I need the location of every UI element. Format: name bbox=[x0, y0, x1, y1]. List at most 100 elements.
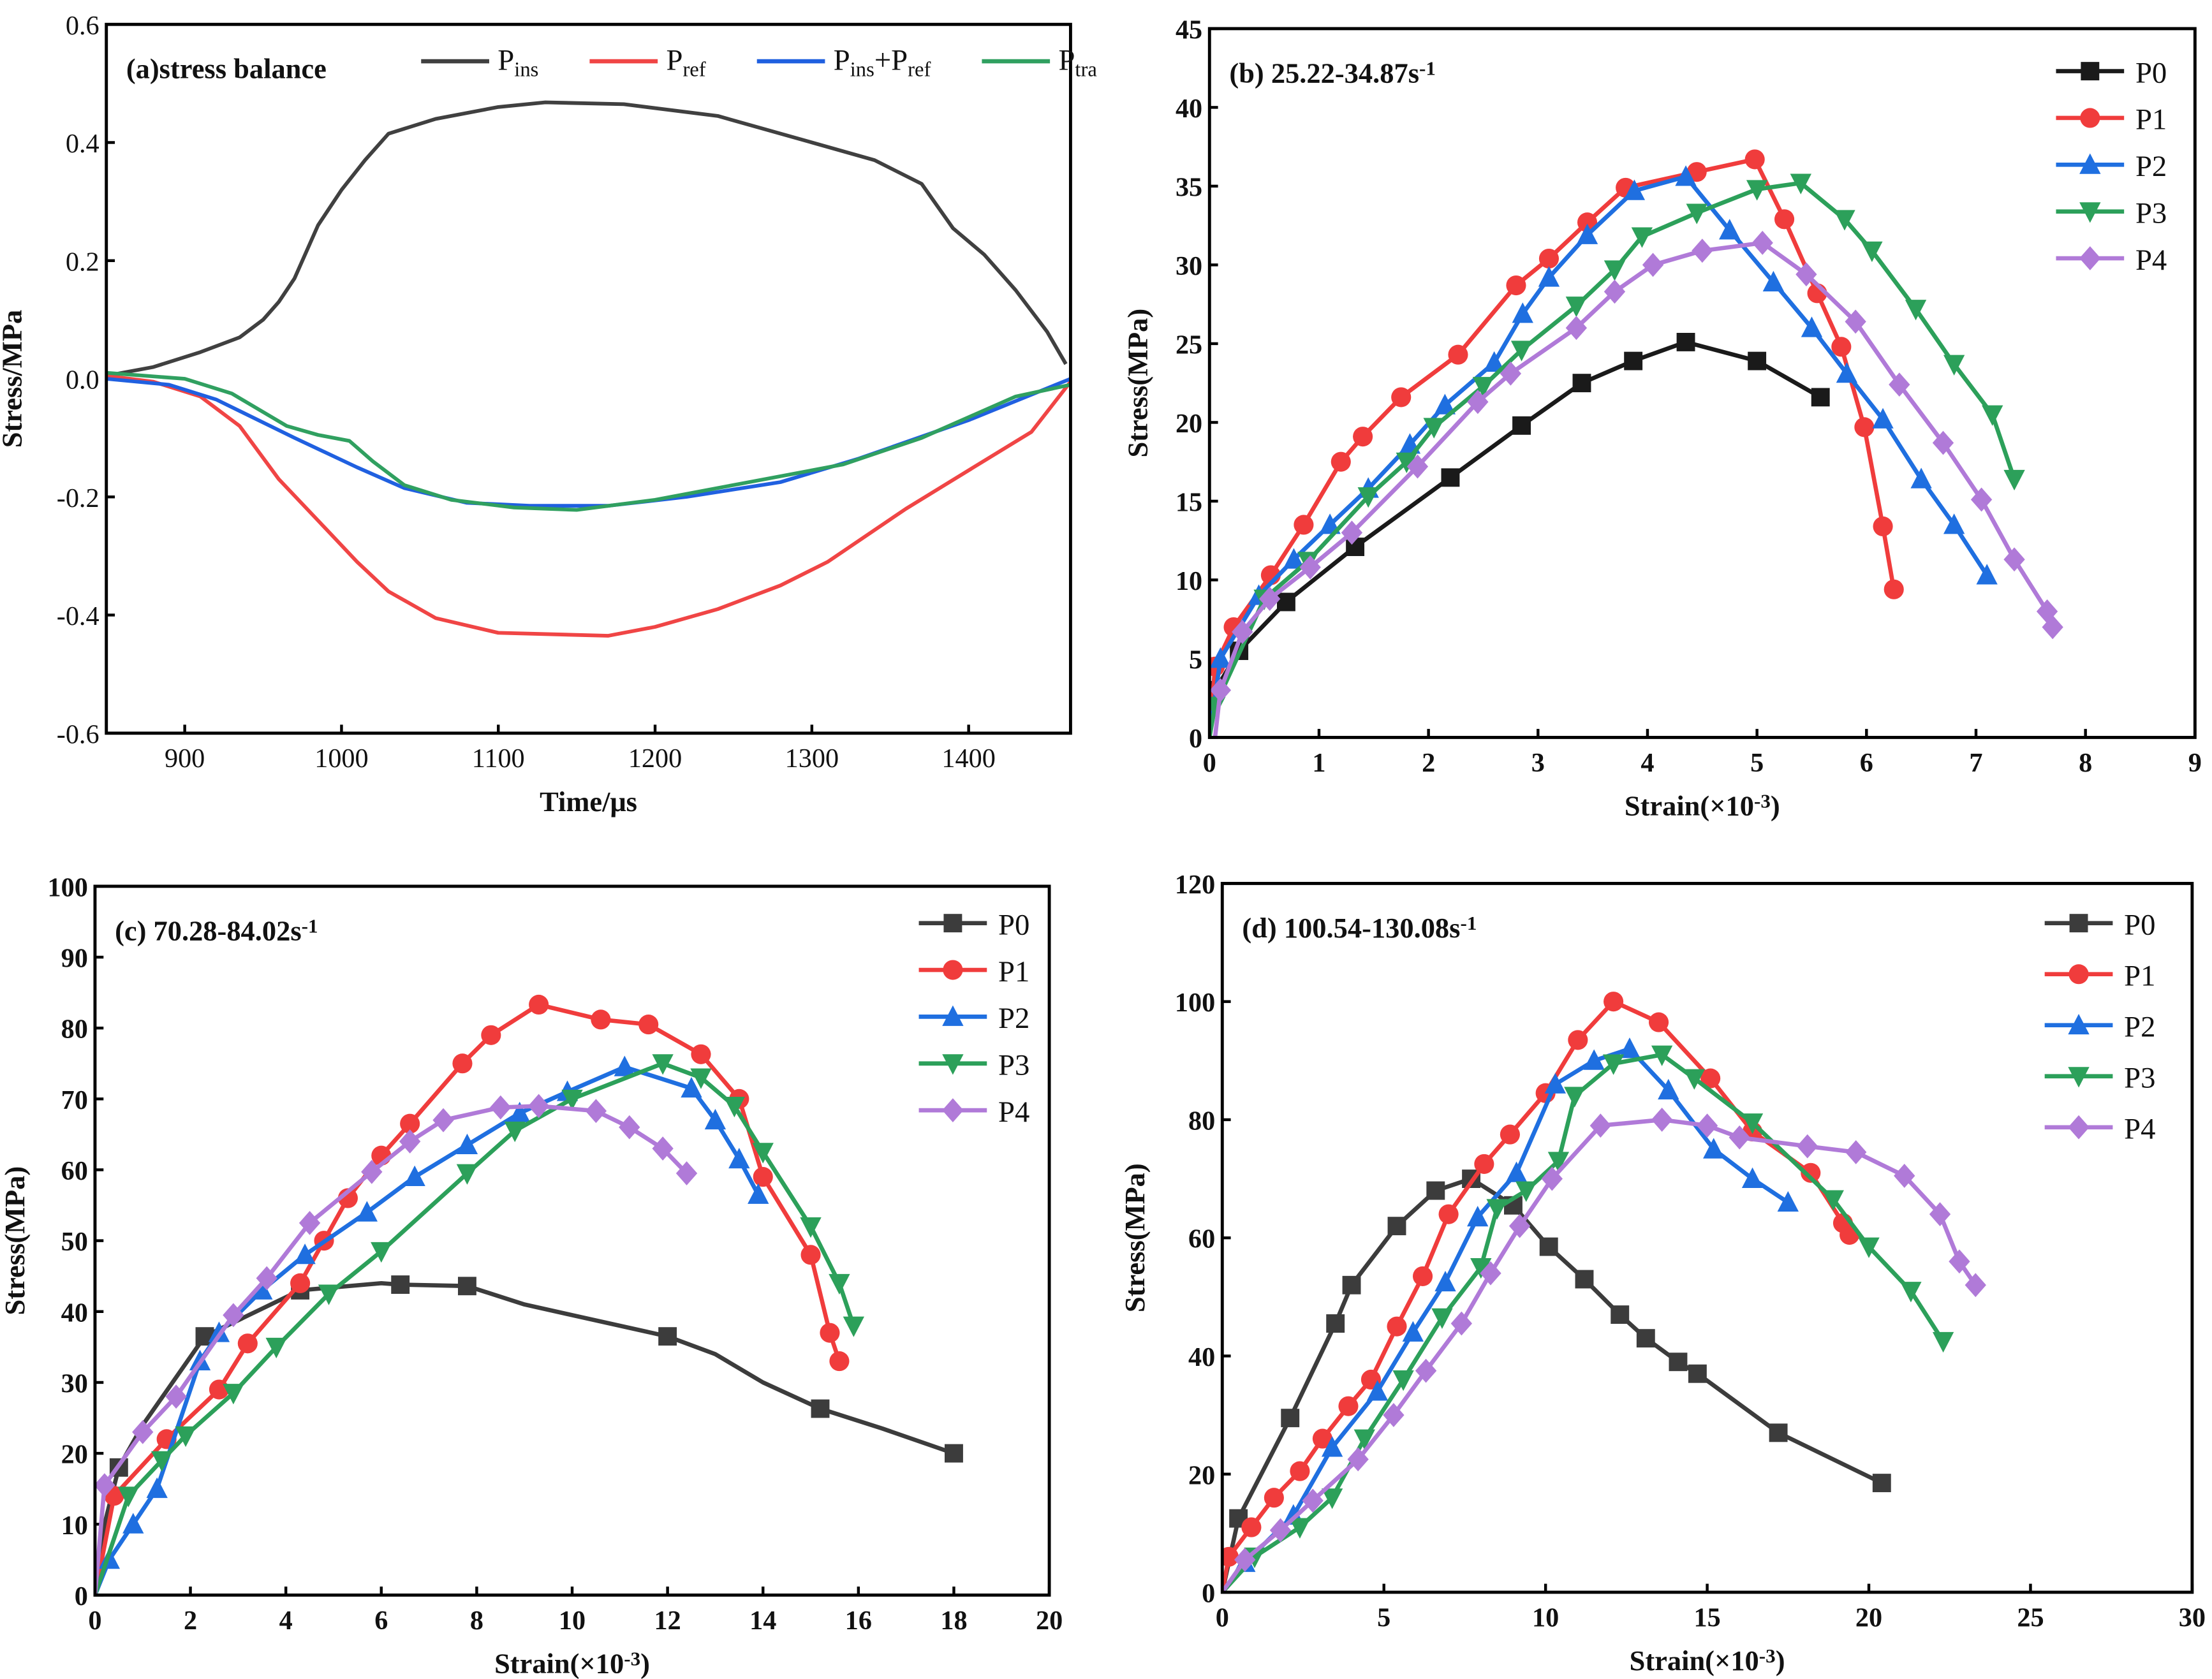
text-part: Strain(×10 bbox=[1630, 1645, 1759, 1676]
marker-diamond bbox=[399, 1129, 421, 1154]
marker-diamond bbox=[585, 1099, 607, 1124]
marker-diamond bbox=[619, 1115, 640, 1140]
y-tick-label: 40 bbox=[61, 1298, 88, 1328]
marker-triangle-down bbox=[1982, 405, 2003, 426]
marker-square bbox=[1539, 1237, 1558, 1256]
marker-triangle-down bbox=[690, 1068, 712, 1089]
marker-triangle-up bbox=[456, 1133, 478, 1155]
marker-circle bbox=[2068, 964, 2089, 985]
subscript: tra bbox=[1075, 58, 1097, 81]
marker-diamond bbox=[1965, 1273, 1986, 1298]
y-tick-label: 20 bbox=[1188, 1460, 1215, 1490]
marker-diamond bbox=[942, 1098, 964, 1123]
y-tick-label: 0.0 bbox=[66, 365, 100, 395]
legend-label: P0 bbox=[2124, 908, 2155, 941]
legend-item-p2: P2 bbox=[2056, 150, 2167, 183]
marker-diamond bbox=[1589, 1113, 1611, 1138]
marker-triangle-down bbox=[1515, 1181, 1537, 1202]
superscript: -3 bbox=[1754, 789, 1771, 812]
legend: P0 P1 P2 P3 P4 bbox=[2056, 56, 2167, 277]
marker-circle bbox=[1448, 344, 1468, 365]
text-part: P3 bbox=[2124, 1062, 2155, 1095]
y-tick-label: 45 bbox=[1176, 15, 1202, 45]
marker-square bbox=[811, 1399, 830, 1418]
marker-triangle-down bbox=[1357, 487, 1379, 508]
marker-triangle-down bbox=[1470, 1258, 1492, 1279]
marker-triangle-up bbox=[1402, 1321, 1424, 1342]
marker-diamond bbox=[1797, 1134, 1818, 1159]
legend-item-p0: P0 bbox=[2056, 56, 2167, 89]
y-tick-label: 0 bbox=[75, 1581, 88, 1611]
marker-diamond bbox=[1234, 1548, 1256, 1572]
legend-item-p3: P3 bbox=[2044, 1062, 2155, 1095]
text-part: (c) 70.28-84.02s bbox=[115, 914, 302, 946]
x-tick-label: 5 bbox=[1377, 1602, 1390, 1632]
marker-circle bbox=[290, 1273, 311, 1293]
marker-diamond bbox=[1845, 1140, 1867, 1164]
marker-diamond bbox=[361, 1159, 383, 1184]
text-part: P4 bbox=[2135, 244, 2167, 277]
marker-circle bbox=[529, 994, 549, 1015]
marker-diamond bbox=[490, 1095, 512, 1120]
text-part: ) bbox=[1776, 1645, 1785, 1676]
legend-label: P2 bbox=[2135, 150, 2167, 183]
marker-triangle-up bbox=[122, 1513, 144, 1534]
marker-circle bbox=[1873, 516, 1893, 537]
marker-circle bbox=[1744, 149, 1765, 170]
marker-triangle-up bbox=[1801, 316, 1823, 337]
marker-circle bbox=[829, 1351, 850, 1372]
marker-diamond bbox=[1565, 316, 1588, 341]
marker-triangle-down bbox=[456, 1164, 478, 1185]
marker-circle bbox=[2080, 108, 2100, 128]
series-line-ptra bbox=[106, 370, 1071, 512]
y-tick-label: 40 bbox=[1188, 1342, 1215, 1372]
marker-triangle-down bbox=[800, 1217, 822, 1238]
marker-triangle-down bbox=[723, 1096, 746, 1118]
x-tick-label: 30 bbox=[2179, 1602, 2206, 1632]
legend-item-p4: P4 bbox=[918, 1096, 1029, 1129]
marker-triangle-up bbox=[748, 1183, 769, 1204]
legend-item-p4: P4 bbox=[2044, 1113, 2155, 1146]
marker-diamond bbox=[1467, 390, 1489, 414]
text-part: P bbox=[834, 43, 850, 77]
marker-triangle-down bbox=[1858, 1237, 1880, 1258]
marker-square bbox=[1769, 1423, 1788, 1442]
text-part: P0 bbox=[2124, 908, 2155, 941]
legend-label: P3 bbox=[998, 1049, 1029, 1082]
marker-triangle-up bbox=[1943, 513, 1965, 534]
text-part: P4 bbox=[2124, 1113, 2155, 1146]
y-axis-label: Stress(MPa) bbox=[1119, 1163, 1151, 1312]
legend-label: Pref bbox=[666, 43, 705, 81]
marker-diamond bbox=[299, 1210, 321, 1235]
marker-circle bbox=[1387, 1316, 1407, 1337]
y-tick-label: 60 bbox=[1188, 1224, 1215, 1254]
x-tick-label: 6 bbox=[374, 1606, 388, 1636]
marker-triangle-down bbox=[1604, 260, 1626, 281]
marker-triangle-up bbox=[1976, 564, 1998, 585]
marker-triangle-down bbox=[1905, 300, 1927, 321]
marker-triangle-down bbox=[1651, 1045, 1673, 1066]
marker-triangle-down bbox=[2068, 1067, 2090, 1088]
marker-triangle-down bbox=[1510, 341, 1533, 362]
marker-triangle-up bbox=[728, 1148, 750, 1169]
marker-circle bbox=[1474, 1154, 1494, 1174]
marker-triangle-up bbox=[1483, 351, 1505, 372]
y-tick-label: 40 bbox=[1176, 94, 1202, 124]
marker-triangle-up bbox=[1719, 219, 1741, 240]
superscript: -1 bbox=[1460, 912, 1477, 934]
marker-triangle-up bbox=[146, 1477, 168, 1499]
x-tick-label: 1100 bbox=[472, 744, 525, 774]
marker-diamond bbox=[1949, 1249, 1970, 1274]
legend-item-p3: P3 bbox=[918, 1049, 1029, 1082]
marker-diamond bbox=[432, 1108, 454, 1133]
marker-circle bbox=[1290, 1461, 1310, 1481]
marker-triangle-down bbox=[117, 1486, 139, 1507]
legend: P0 P1 P2 P3 P4 bbox=[2044, 908, 2155, 1146]
marker-triangle-up bbox=[1872, 407, 1894, 429]
x-tick-label: 7 bbox=[1969, 748, 1982, 778]
marker-diamond bbox=[1406, 454, 1429, 479]
text-part: P bbox=[1058, 43, 1075, 77]
marker-triangle-up bbox=[1434, 393, 1456, 414]
series-line-p4 bbox=[94, 1104, 689, 1595]
marker-circle bbox=[1241, 1517, 1262, 1537]
